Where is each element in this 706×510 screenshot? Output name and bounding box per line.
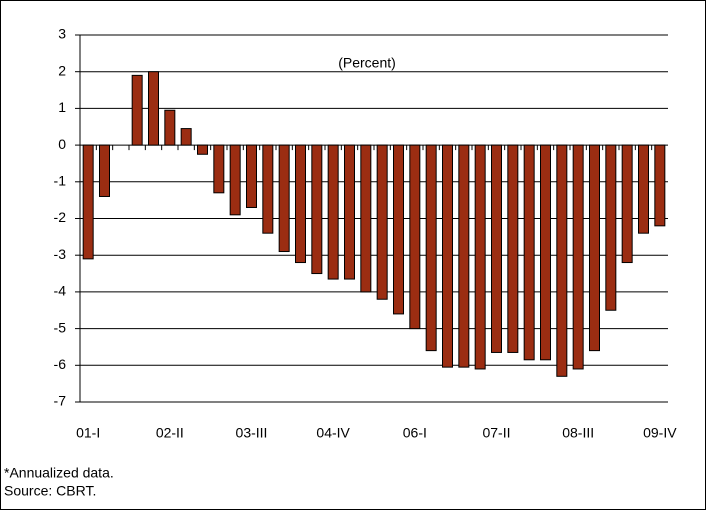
x-tick-label: 04-IV bbox=[316, 425, 350, 441]
x-tick-label: 02-II bbox=[156, 425, 184, 441]
bar bbox=[311, 144, 323, 275]
bar bbox=[327, 144, 339, 280]
bar bbox=[197, 144, 208, 155]
y-tick-label: 1 bbox=[58, 99, 66, 115]
bar bbox=[409, 144, 421, 330]
bar bbox=[507, 144, 519, 353]
bar bbox=[99, 144, 110, 197]
bar bbox=[148, 71, 159, 146]
bar bbox=[360, 144, 372, 293]
bar bbox=[229, 144, 241, 216]
bar bbox=[442, 144, 453, 368]
bar bbox=[180, 128, 192, 146]
bar bbox=[638, 144, 649, 234]
x-tick-label: 09-IV bbox=[643, 425, 677, 441]
y-tick-label: -5 bbox=[54, 319, 67, 335]
bar bbox=[344, 144, 355, 280]
bar bbox=[605, 144, 617, 311]
source-note: Source: CBRT. bbox=[4, 483, 96, 499]
y-tick-label: 2 bbox=[58, 62, 66, 78]
bar bbox=[491, 144, 502, 353]
y-tick-label: -1 bbox=[54, 173, 67, 189]
bar bbox=[474, 144, 486, 370]
bar bbox=[425, 144, 437, 352]
y-tick-label: -7 bbox=[54, 393, 67, 409]
footnote: *Annualized data. bbox=[4, 465, 114, 481]
bar bbox=[376, 144, 388, 300]
bar bbox=[540, 144, 551, 361]
bar bbox=[589, 144, 600, 352]
bar bbox=[654, 144, 666, 227]
x-tick-label: 07-II bbox=[482, 425, 510, 441]
bar bbox=[164, 109, 176, 146]
y-tick-label: -6 bbox=[54, 356, 67, 372]
bar bbox=[458, 144, 470, 368]
y-tick-label: -4 bbox=[54, 283, 67, 299]
bar bbox=[82, 144, 94, 260]
bar bbox=[556, 144, 568, 377]
bar bbox=[131, 74, 143, 146]
bar bbox=[621, 144, 633, 264]
y-tick-label: 3 bbox=[58, 26, 66, 42]
y-tick-label: -3 bbox=[54, 246, 67, 262]
x-tick-label: 01-I bbox=[76, 425, 100, 441]
bar bbox=[523, 144, 535, 361]
bar bbox=[246, 144, 257, 208]
bar bbox=[213, 144, 225, 194]
x-tick-label: 08-III bbox=[562, 425, 594, 441]
x-tick-label: 06-I bbox=[403, 425, 427, 441]
bar bbox=[295, 144, 306, 264]
bar bbox=[393, 144, 404, 315]
annotation: (Percent) bbox=[338, 55, 396, 71]
bar bbox=[262, 144, 274, 234]
bar bbox=[278, 144, 290, 253]
y-tick-label: 0 bbox=[58, 136, 66, 152]
y-tick-label: -2 bbox=[54, 209, 67, 225]
x-tick-label: 03-III bbox=[236, 425, 268, 441]
bar bbox=[572, 144, 584, 370]
